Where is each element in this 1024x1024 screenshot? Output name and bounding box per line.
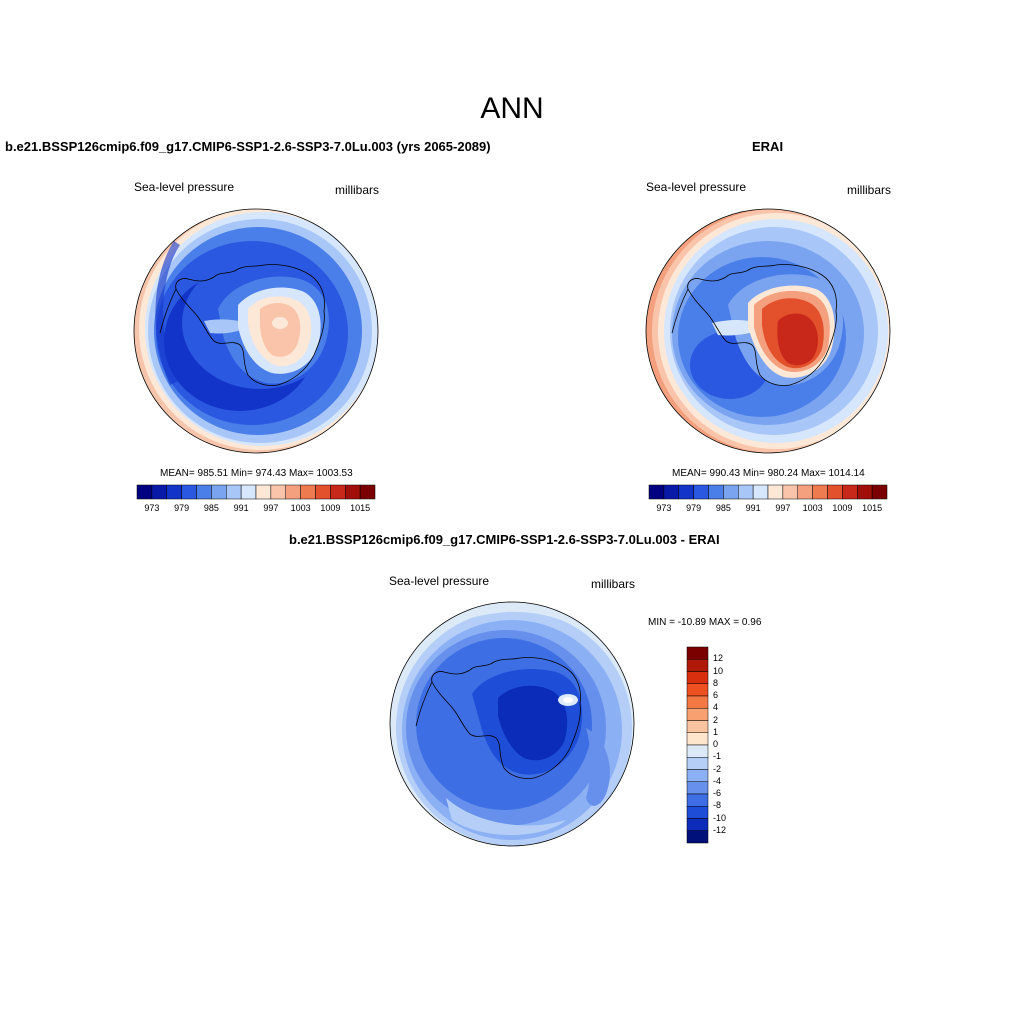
diff-labelbar-tick-label: -8 <box>713 800 722 811</box>
diff-labelbar-box <box>686 781 709 795</box>
page-title: ANN <box>480 92 544 125</box>
panel-1-stats: MEAN= 985.51 Min= 974.43 Max= 1003.53 <box>160 468 353 479</box>
panel-1-labelbar-box <box>226 484 242 500</box>
panel-1-labelbar-box <box>255 484 272 500</box>
diff-labelbar-tick-label: -6 <box>713 788 722 798</box>
panel-2-labelbar-tick-label: 997 <box>775 503 791 513</box>
panel-2-labelbar-box <box>871 484 888 500</box>
diff-labelbar-tick-label: -4 <box>713 775 722 786</box>
panel-2-labelbar-box <box>678 484 694 500</box>
diff-labelbar-box <box>686 806 709 819</box>
panel-2-labelbar-box <box>812 484 828 500</box>
panel-1-labelbar-tick-label: 1015 <box>350 503 371 513</box>
panel-1-labelbar <box>136 484 376 500</box>
panel-1-labelbar-box <box>315 484 331 500</box>
panel-2-labelbar-box <box>752 484 769 500</box>
panel-2-labelbar <box>648 484 888 500</box>
diff-labelbar-box <box>686 793 709 807</box>
panel-1-labelbar-tick-label: 1009 <box>320 503 341 513</box>
panel-1-labelbar-tick-label: 991 <box>233 503 249 513</box>
panel-2-labelbar-tick-label: 1009 <box>832 503 853 513</box>
diff-labelbar-tick-label: 12 <box>713 653 724 664</box>
panel-2-labelbar-box <box>857 484 873 500</box>
diff-labelbar-tick-label: 8 <box>713 677 719 688</box>
panel-2-labelbar-box <box>648 484 665 500</box>
panel-2-labelbar-tick-label: 973 <box>656 503 672 513</box>
panel-2-labelbar-tick-label: 1003 <box>802 503 823 513</box>
panel-1-labelbar-tick-label: 1003 <box>290 503 311 513</box>
diff-labelbar-box <box>686 744 709 758</box>
panel-1-labelbar-box <box>151 484 167 500</box>
panel-1-labelbar-box <box>196 484 212 500</box>
diff-stats: MIN = -10.89 MAX = 0.96 <box>648 617 762 628</box>
panel-2-units-label: millibars <box>847 183 892 197</box>
diff-labelbar-tick-label: 6 <box>713 690 719 700</box>
diff-labelbar <box>686 646 709 844</box>
panel-2-labelbar-tick-label: 1015 <box>862 503 883 513</box>
panel-2-labelbar-box <box>842 484 858 500</box>
panel-1-labelbar-tick-label: 997 <box>263 503 279 513</box>
diff-labelbar-box <box>686 757 709 770</box>
panel-2-labelbar-box <box>738 484 754 500</box>
panel-2-polar-map <box>645 208 891 454</box>
diff-polar-map <box>389 601 635 847</box>
panel-2-labelbar-box <box>767 484 784 500</box>
panel-2-stats: MEAN= 990.43 Min= 980.24 Max= 1014.14 <box>672 468 865 479</box>
diff-labelbar-tick-label: 10 <box>713 665 724 676</box>
panel-2-labelbar-box <box>663 484 679 500</box>
panel-1-labelbar-box <box>300 484 316 500</box>
panel-2-labelbar-box <box>693 484 709 500</box>
panel-1-labelbar-box <box>136 484 153 500</box>
panel-2-labelbar-box <box>782 484 798 500</box>
diff-variable-label: Sea-level pressure <box>389 574 490 588</box>
diff-labelbar-tick-label: 2 <box>713 714 719 725</box>
panel-2-variable-label: Sea-level pressure <box>646 180 747 194</box>
panel-2-labelbar-box <box>827 484 843 500</box>
diff-labelbar-tick-label: 0 <box>713 739 719 749</box>
diff-labelbar-tick-label: -2 <box>713 763 722 774</box>
panel-2-labelbar-box <box>797 484 813 500</box>
diff-units-label: millibars <box>591 577 636 591</box>
diff-panel-title: b.e21.BSSP126cmip6.f09_g17.CMIP6-SSP1-2.… <box>289 532 720 547</box>
panel-1-units-label: millibars <box>335 183 380 197</box>
panel-1-labelbar-box <box>166 484 182 500</box>
diff-labelbar-box <box>686 818 709 831</box>
panel-2-labelbar-box <box>723 484 739 500</box>
diff-labelbar-box <box>686 720 709 733</box>
panel-1-labelbar-box <box>359 484 376 500</box>
panel-2-labelbar-tick-label: 985 <box>715 503 731 513</box>
panel-2-title: ERAI <box>752 139 784 154</box>
panel-1-polar-map <box>133 208 379 454</box>
diff-labelbar-tick-label: 4 <box>713 702 719 713</box>
panel-2-labelbar-box <box>708 484 724 500</box>
panel-1-labelbar-tick-label: 973 <box>144 503 160 513</box>
diff-labelbar-box <box>686 646 709 660</box>
diff-labelbar-box <box>686 659 709 672</box>
panel-1-labelbar-box <box>270 484 286 500</box>
panel-1-labelbar-box <box>285 484 301 500</box>
diff-labelbar-tick-label: -1 <box>713 751 722 762</box>
panel-1-labelbar-box <box>181 484 197 500</box>
panel-1-labelbar-box <box>330 484 346 500</box>
diff-labelbar-box <box>686 769 709 782</box>
panel-1-title: b.e21.BSSP126cmip6.f09_g17.CMIP6-SSP1-2.… <box>5 139 491 154</box>
diff-labelbar-box <box>686 732 709 746</box>
diff-labelbar-box <box>686 695 709 709</box>
panel-2-labelbar-tick-label: 991 <box>745 503 761 513</box>
panel-2-labelbar-tick-label: 979 <box>686 503 702 513</box>
diff-labelbar-box <box>686 708 709 721</box>
panel-1-labelbar-box <box>345 484 361 500</box>
diff-labelbar-tick-label: 1 <box>713 726 719 737</box>
panel-1-labelbar-tick-label: 979 <box>174 503 190 513</box>
diff-labelbar-box <box>686 671 709 684</box>
panel-1-labelbar-tick-label: 985 <box>203 503 219 513</box>
diff-labelbar-box <box>686 683 709 697</box>
panel-1-variable-label: Sea-level pressure <box>134 180 235 194</box>
diff-labelbar-box <box>686 830 709 844</box>
panel-1-labelbar-box <box>211 484 227 500</box>
diff-labelbar-tick-label: -10 <box>713 812 727 823</box>
panel-1-labelbar-box <box>240 484 257 500</box>
diff-labelbar-tick-label: -12 <box>713 824 727 835</box>
